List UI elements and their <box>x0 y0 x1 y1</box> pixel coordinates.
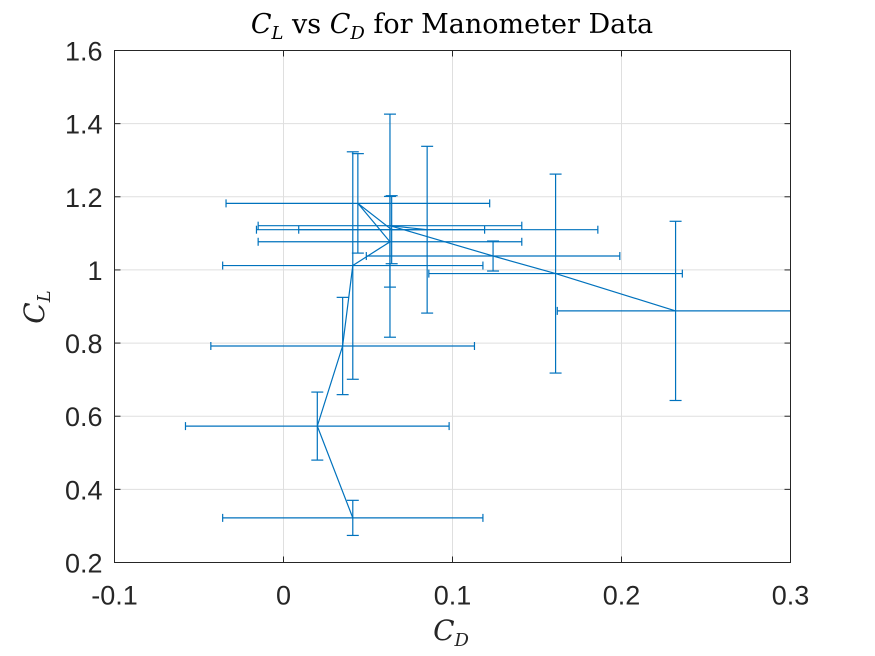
y-tick-label: 0.6 <box>65 402 103 432</box>
title-cl-main: C <box>251 9 272 40</box>
y-tick-label: 0.4 <box>65 475 103 505</box>
y-axis-label: CL <box>18 290 55 323</box>
x-tick-label: -0.1 <box>91 581 138 611</box>
y-tick-label: 0.2 <box>65 549 103 579</box>
title-rest: for Manometer Data <box>365 9 653 40</box>
title-cd-main: C <box>330 9 351 40</box>
x-tick-label: 0.2 <box>603 581 641 611</box>
x-axis-label-sub: D <box>454 630 470 651</box>
grid-layer <box>114 50 791 563</box>
x-axis-label-main: C <box>433 614 454 647</box>
x-tick-labels: -0.1 0 0.1 0.2 0.3 <box>91 581 809 611</box>
x-tick-label: 0.1 <box>434 581 472 611</box>
y-axis-label-main: C <box>18 302 51 323</box>
y-tick-labels: 0.2 0.4 0.6 0.8 1 1.2 1.4 1.6 <box>65 37 103 579</box>
x-axis-label: CD <box>433 614 469 651</box>
y-tick-label: 1.6 <box>65 37 103 67</box>
error-bar-point-7 <box>255 145 599 314</box>
x-tick-label: 0.3 <box>772 581 810 611</box>
series-line-layer <box>316 202 676 519</box>
title-cl-sub: L <box>271 23 284 44</box>
title-vs: vs <box>283 9 329 40</box>
series-line <box>316 202 676 519</box>
chart-title: CL vs CD for Manometer Data <box>251 9 653 44</box>
y-tick-label: 1 <box>87 256 102 286</box>
y-axis-label-sub: L <box>34 290 55 303</box>
tick-marks <box>114 50 791 563</box>
x-tick-label: 0 <box>276 581 291 611</box>
y-tick-label: 1.4 <box>65 110 103 140</box>
y-tick-label: 1.2 <box>65 183 103 213</box>
title-cd-sub: D <box>349 23 365 44</box>
error-bars <box>184 113 791 537</box>
y-tick-label: 0.8 <box>65 329 103 359</box>
